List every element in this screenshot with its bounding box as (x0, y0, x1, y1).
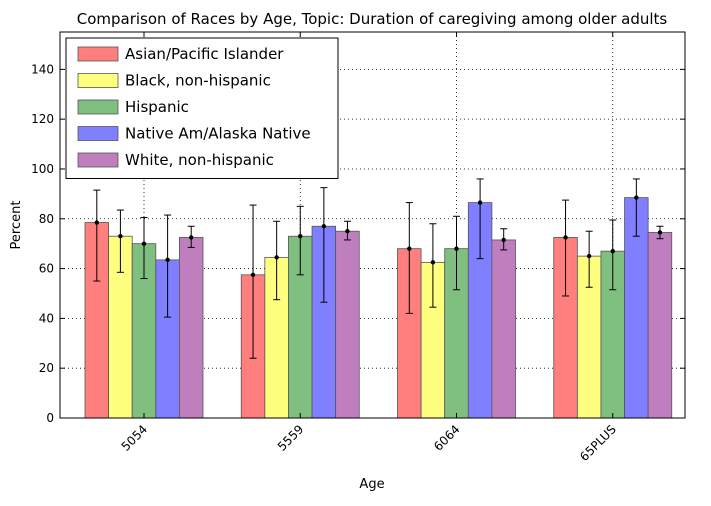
y-tick-label: 0 (46, 411, 54, 425)
data-point (118, 234, 123, 239)
error-bars (93, 178, 664, 359)
bar (178, 237, 204, 419)
legend-swatch (77, 99, 119, 115)
plot-frame (59, 31, 686, 419)
data-point (634, 195, 639, 200)
data-point (141, 241, 147, 246)
legend-entry: Asian/Pacific Islander (125, 45, 284, 63)
bars (84, 197, 673, 419)
data-point (657, 230, 663, 235)
data-point (321, 224, 327, 229)
y-tick-label: 140 (31, 62, 54, 76)
legend-entry: Hispanic (125, 98, 189, 116)
x-axis-label: Age (359, 477, 384, 492)
chart-title: Comparison of Races by Age, Topic: Durat… (77, 10, 668, 28)
x-tick-label: 5054 (119, 422, 150, 453)
legend-swatch (77, 126, 119, 141)
data-point (407, 246, 412, 251)
x-tick-label: 65PLUS (577, 422, 619, 464)
y-tick-label: 60 (39, 262, 54, 276)
data-point (345, 229, 350, 234)
data-point (586, 253, 592, 259)
legend-swatch (77, 73, 119, 88)
data-point (610, 248, 615, 254)
legend-entry: White, non-hispanic (125, 151, 274, 169)
bar (491, 239, 516, 419)
legend-swatch (77, 152, 119, 168)
data-point (563, 235, 568, 240)
x-tick-label: 6064 (431, 422, 462, 453)
data-point (250, 272, 256, 278)
data-point (189, 235, 194, 240)
data-point (454, 246, 459, 251)
data-point (501, 237, 506, 243)
data-point (165, 257, 170, 263)
x-tick-label: 5559 (275, 422, 306, 453)
y-tick-label: 120 (31, 112, 54, 126)
data-point (430, 260, 436, 265)
y-tick-label: 40 (39, 311, 54, 325)
legend-swatch (77, 46, 119, 62)
data-point (274, 255, 279, 260)
bar (647, 232, 673, 419)
bar (335, 230, 360, 419)
y-tick-label: 80 (39, 212, 54, 226)
legend-entry: Black, non-hispanic (125, 72, 271, 90)
y-axis-label: Percent (9, 201, 24, 250)
legend-entry: Native Am/Alaska Native (125, 125, 311, 143)
y-tick-label: 20 (39, 361, 54, 375)
data-point (477, 200, 483, 205)
data-point (94, 220, 100, 225)
data-point (298, 234, 303, 239)
legend: Asian/Pacific Islander Black, non-hispani… (65, 37, 339, 179)
y-tick-label: 100 (31, 162, 54, 176)
